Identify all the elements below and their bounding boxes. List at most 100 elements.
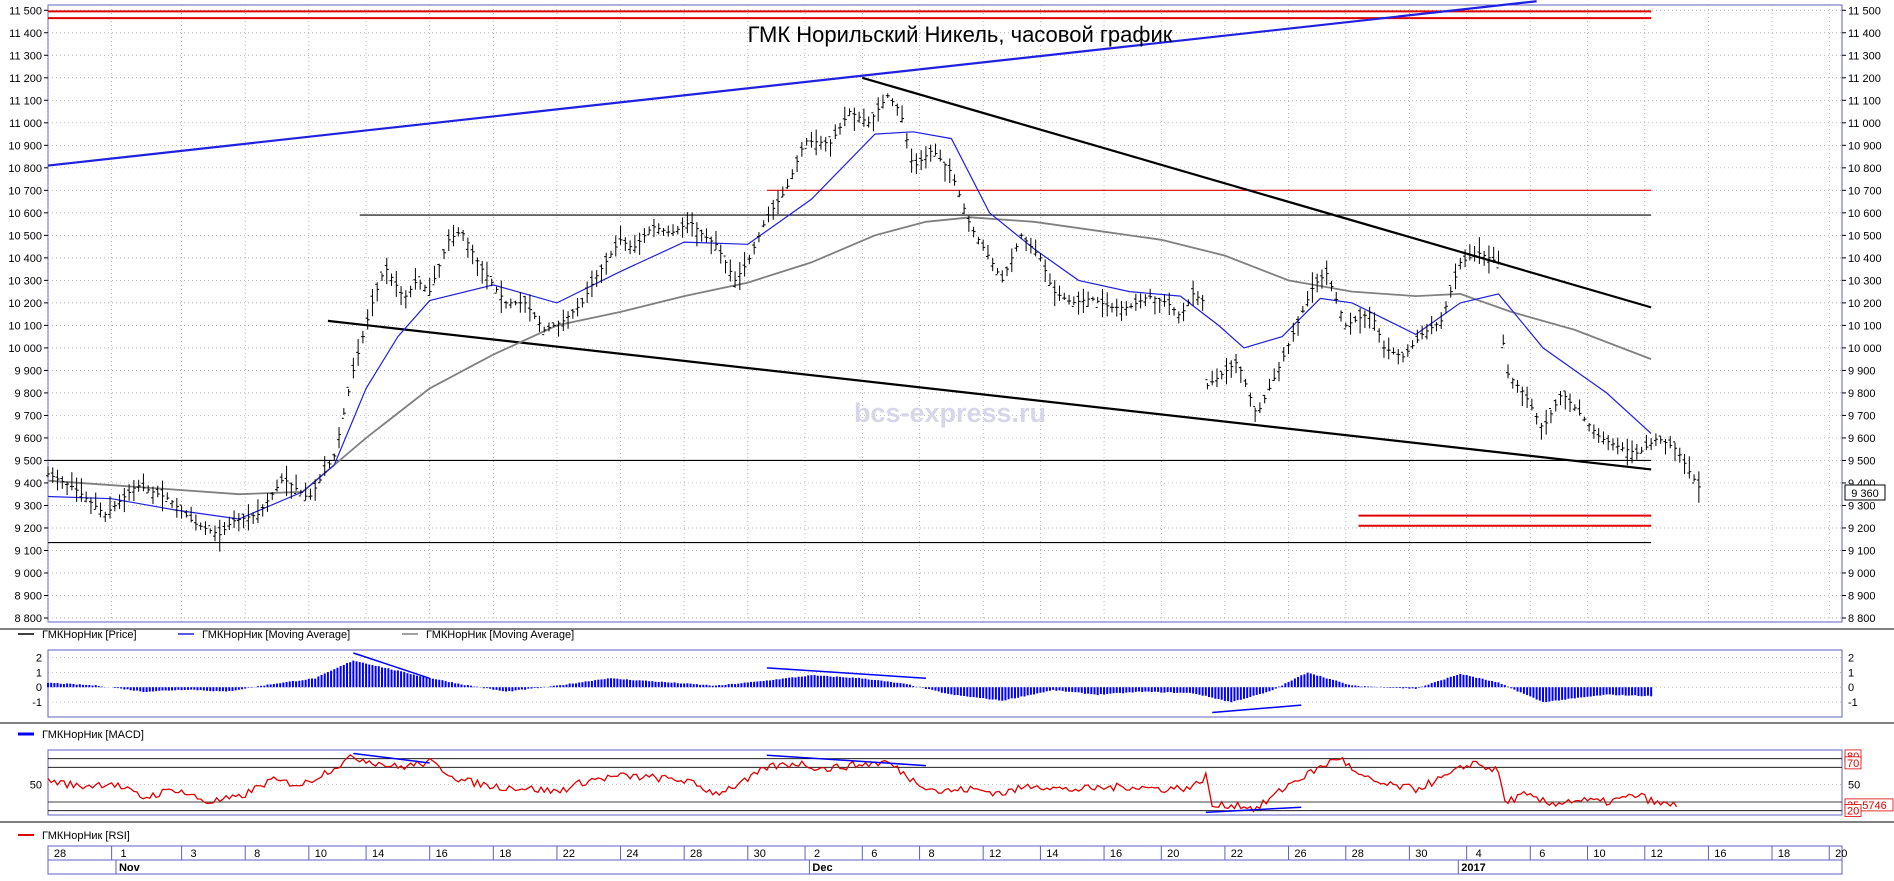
price-tick-label: 10 800: [8, 163, 42, 175]
price-tick-label: 11 300: [1848, 50, 1881, 62]
day-tick-label: 22: [1231, 848, 1243, 860]
price-tick-label: 8 800: [1848, 613, 1876, 625]
trendline: [861, 76, 1652, 309]
price-tick-label: 10 000: [1848, 343, 1882, 355]
legend-ma-fast: ГМКНорНик [Moving Average]: [202, 629, 350, 641]
legend-macd: ГМКНорНик [MACD]: [42, 729, 144, 741]
price-tick-label: 10 300: [8, 275, 42, 287]
day-tick-label: 24: [626, 848, 638, 860]
price-panel: 8 800 8 900 9 000 9 100 9 200 9 300 9 400 9 500…: [8, 0, 1886, 625]
rsi-panel-frame: [47, 749, 1843, 816]
price-tick-label: 10 700: [1848, 185, 1882, 197]
price-tick-label: 11 500: [9, 5, 42, 17]
rsi-divergence-line: [1205, 806, 1302, 814]
macd-panel-frame: [47, 649, 1843, 718]
macd-tick-label: 2: [36, 652, 42, 664]
price-tick-label: 11 200: [1848, 73, 1881, 85]
price-tick-label: 9 300: [1848, 500, 1876, 512]
day-tick-label: 30: [754, 848, 766, 860]
price-tick-label: 8 800: [14, 613, 42, 625]
day-tick-label: 8: [928, 848, 934, 860]
macd-tick-label: 1: [36, 667, 42, 679]
price-tick-label: 9 500: [14, 455, 42, 467]
price-tick-label: 10 500: [1848, 230, 1882, 242]
day-tick-label: 3: [191, 848, 197, 860]
day-ticks: 28 1 3 8 10 14 16 18 22 24 28 30 2 6 8 12 14 16 20 22 26 28 30…: [47, 846, 1847, 860]
rsi-legend: ГМКНорНик [RSI]: [18, 830, 130, 842]
macd-y-axis: -1 -1 0 0 1 1 2 2: [32, 652, 1858, 709]
day-tick-label: 6: [871, 848, 877, 860]
legend-ma-slow: ГМКНорНик [Moving Average]: [426, 629, 574, 641]
macd-divergence-lines: [353, 652, 1302, 714]
price-tick-label: 10 400: [8, 253, 42, 265]
price-tick-label: 11 500: [1848, 5, 1881, 17]
price-tick-label: 10 000: [8, 343, 42, 355]
day-tick-label: 28: [54, 848, 66, 860]
legend-price: ГМКНорНик [Price]: [42, 629, 137, 641]
day-tick-label: 20: [1167, 848, 1179, 860]
price-tick-label: 10 400: [1848, 253, 1882, 265]
price-tick-label: 10 900: [8, 140, 42, 152]
macd-legend: ГМКНорНик [MACD]: [18, 729, 144, 741]
day-tick-label: 20: [1835, 848, 1847, 860]
price-tick-label: 9 200: [1848, 523, 1876, 535]
day-tick-label: 14: [372, 848, 384, 860]
period-ticks: Nov Dec 2017: [115, 860, 1486, 874]
day-tick-label: 10: [315, 848, 327, 860]
price-tick-label: 10 200: [8, 298, 42, 310]
fast-moving-average-line: [47, 131, 1652, 520]
rsi-level-label: 20: [1847, 806, 1859, 818]
price-tick-label: 10 100: [1848, 320, 1882, 332]
price-tick-label: 9 600: [1848, 433, 1876, 445]
macd-tick-label: 0: [36, 682, 42, 694]
price-tick-label: 11 100: [1848, 95, 1881, 107]
macd-tick-label: 0: [1848, 682, 1854, 694]
price-tick-label: 9 700: [14, 410, 42, 422]
macd-tick-label: -1: [1848, 697, 1858, 709]
price-y-axis-left: 8 800 8 900 9 000 9 100 9 200 9 300 9 400 9 500…: [8, 5, 48, 625]
price-tick-label: 9 100: [1848, 545, 1876, 557]
rsi-y-axis: 50 50: [30, 780, 1861, 792]
day-tick-label: 30: [1415, 848, 1427, 860]
price-tick-label: 11 300: [9, 50, 42, 62]
macd-tick-label: 1: [1848, 667, 1854, 679]
rsi-divergence-line: [766, 754, 926, 767]
rsi-level-label: 70: [1847, 758, 1859, 770]
macd-panel: -1 -1 0 0 1 1 2 2: [32, 649, 1858, 718]
price-tick-label: 10 800: [1848, 163, 1882, 175]
price-tick-label: 9 000: [1848, 568, 1876, 580]
legend-rsi: ГМКНорНик [RSI]: [42, 830, 130, 842]
rsi-line: [47, 754, 1678, 813]
macd-tick-label: -1: [32, 697, 42, 709]
day-tick-label: 16: [436, 848, 448, 860]
macd-tick-label: 2: [1848, 652, 1854, 664]
price-grid: [47, 5, 1842, 622]
price-tick-label: 9 300: [14, 500, 42, 512]
rsi-divergence-lines: [353, 752, 1302, 814]
price-tick-label: 9 700: [1848, 410, 1876, 422]
price-panel-frame: [47, 4, 1843, 623]
day-tick-label: 16: [1714, 848, 1726, 860]
chart-title: ГМК Норильский Никель, часовой график: [748, 22, 1173, 47]
price-tick-label: 10 300: [1848, 275, 1882, 287]
price-tick-label: 10 200: [1848, 298, 1882, 310]
price-tick-label: 10 500: [8, 230, 42, 242]
day-tick-label: 18: [499, 848, 511, 860]
last-price-box: [1844, 484, 1886, 501]
time-axis: 28 1 3 8 10 14 16 18 22 24 28 30 2 6 8 12 14 16 20 22 26 28 30…: [47, 845, 1847, 875]
day-tick-label: 18: [1778, 848, 1790, 860]
price-legend: ГМКНорНик [Price] ГМКНорНик [Moving Aver…: [18, 629, 574, 641]
last-price-label: 9 360: [1851, 488, 1879, 500]
price-tick-label: 10 600: [8, 208, 42, 220]
price-tick-label: 10 100: [8, 320, 42, 332]
price-tick-label: 11 400: [1848, 28, 1881, 40]
price-tick-label: 11 100: [9, 95, 42, 107]
period-tick-label: Nov: [119, 862, 141, 874]
day-tick-label: 10: [1593, 848, 1605, 860]
day-tick-label: 26: [1294, 848, 1306, 860]
